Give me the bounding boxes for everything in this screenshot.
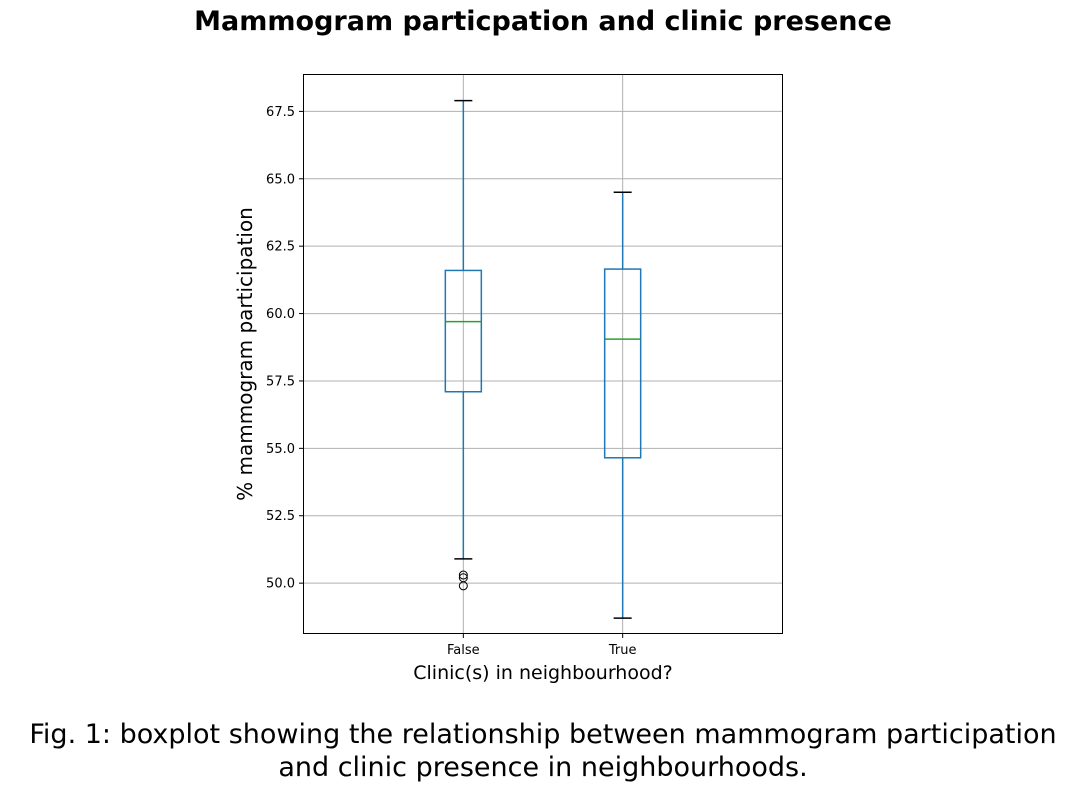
box-true: [603, 191, 642, 619]
y-tick-label: 52.5: [266, 509, 295, 524]
iqr-box: [603, 268, 642, 459]
outlier-point: [458, 581, 468, 591]
y-tick-label: 65.0: [266, 172, 295, 187]
tick-layer: 50.0 52.5 55.0 57.5 60.0 62.5 65.0 67.5 False Tru…: [266, 105, 636, 658]
y-axis-label: % mammogram participation: [233, 207, 257, 501]
caption-line-2: and clinic presence in neighbourhoods.: [278, 752, 808, 783]
figure-caption: Fig. 1: boxplot showing the relationship…: [0, 718, 1086, 784]
x-axis-label: Clinic(s) in neighbourhood?: [413, 662, 672, 684]
y-tick-label: 62.5: [266, 240, 295, 255]
y-tick-label: 57.5: [266, 374, 295, 389]
caption-line-1: Fig. 1: boxplot showing the relationship…: [29, 719, 1057, 750]
x-tick-label: False: [447, 643, 480, 658]
y-tick-label: 50.0: [266, 577, 295, 592]
iqr-box: [444, 269, 483, 393]
grid-lines: [304, 75, 782, 633]
y-tick-label: 55.0: [266, 442, 295, 457]
x-tick-label: True: [608, 643, 637, 658]
box-false: [444, 99, 483, 591]
outlier-point: [458, 570, 468, 580]
plot-frame: [303, 74, 783, 634]
chart-title: Mammogram particpation and clinic presen…: [194, 6, 892, 37]
box-layer: [444, 99, 642, 619]
y-tick-label: 60.0: [266, 307, 295, 322]
y-tick-label: 67.5: [266, 105, 295, 120]
